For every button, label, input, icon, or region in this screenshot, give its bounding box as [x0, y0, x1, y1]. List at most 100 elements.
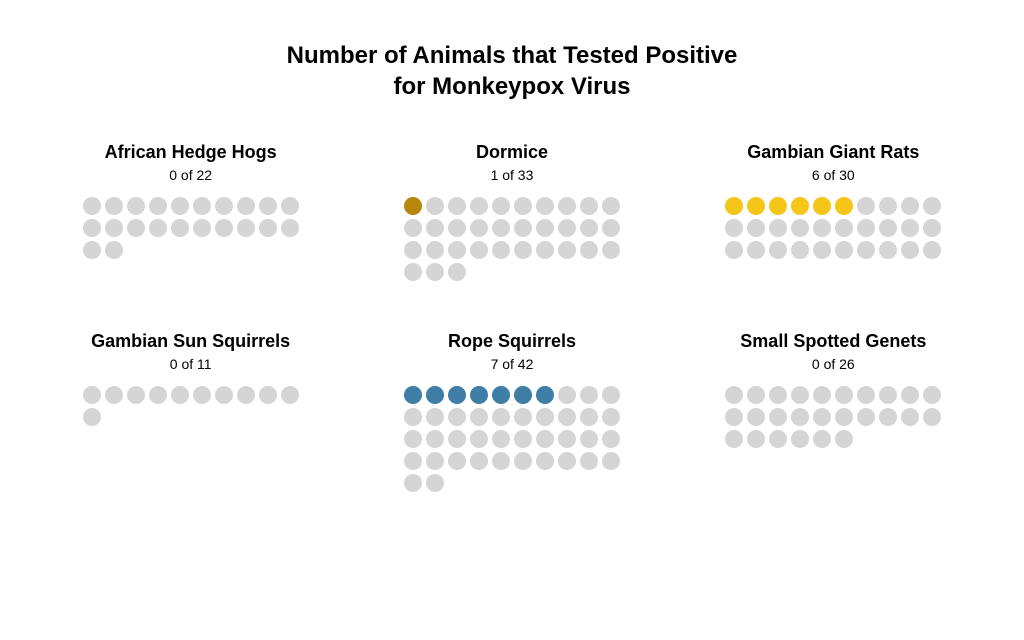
- dot-negative: [171, 197, 189, 215]
- dot-negative: [492, 430, 510, 448]
- dot-negative: [558, 452, 576, 470]
- dot-negative: [536, 408, 554, 426]
- dot-negative: [105, 219, 123, 237]
- dot-positive: [835, 197, 853, 215]
- dot-negative: [769, 219, 787, 237]
- dot-negative: [879, 408, 897, 426]
- dot-negative: [492, 241, 510, 259]
- dot-negative: [470, 408, 488, 426]
- dot-grid: [83, 386, 299, 426]
- dot-negative: [426, 263, 444, 281]
- dot-negative: [281, 197, 299, 215]
- panel: Small Spotted Genets0 of 26: [725, 331, 941, 492]
- panel-count: 0 of 26: [812, 356, 855, 372]
- dot-negative: [558, 197, 576, 215]
- dot-negative: [580, 430, 598, 448]
- panel: Gambian Giant Rats 6 of 30: [725, 142, 941, 281]
- dot-negative: [857, 219, 875, 237]
- panel-title: African Hedge Hogs: [105, 142, 277, 163]
- dot-negative: [237, 219, 255, 237]
- dot-positive: [514, 386, 532, 404]
- dot-negative: [558, 430, 576, 448]
- dot-negative: [514, 430, 532, 448]
- dot-negative: [725, 408, 743, 426]
- dot-negative: [448, 241, 466, 259]
- dot-positive: [725, 197, 743, 215]
- dot-negative: [83, 386, 101, 404]
- panel: Rope Squirrels7 of 42: [404, 331, 620, 492]
- dot-positive: [470, 386, 488, 404]
- dot-negative: [149, 386, 167, 404]
- dot-negative: [725, 219, 743, 237]
- dot-positive: [747, 197, 765, 215]
- panel-count: 6 of 30: [812, 167, 855, 183]
- dot-negative: [470, 241, 488, 259]
- dot-negative: [923, 219, 941, 237]
- dot-negative: [813, 219, 831, 237]
- panel-title: Gambian Giant Rats: [747, 142, 919, 163]
- dot-negative: [83, 241, 101, 259]
- dot-negative: [879, 219, 897, 237]
- panel-title: Rope Squirrels: [448, 331, 576, 352]
- dot-negative: [835, 430, 853, 448]
- dot-negative: [901, 219, 919, 237]
- dot-negative: [602, 386, 620, 404]
- dot-negative: [105, 241, 123, 259]
- dot-negative: [769, 430, 787, 448]
- dot-negative: [857, 241, 875, 259]
- dot-negative: [769, 386, 787, 404]
- dot-positive: [404, 197, 422, 215]
- dot-negative: [171, 219, 189, 237]
- dot-negative: [404, 474, 422, 492]
- dot-negative: [580, 452, 598, 470]
- dot-negative: [813, 408, 831, 426]
- dot-negative: [514, 241, 532, 259]
- dot-negative: [791, 241, 809, 259]
- dot-negative: [791, 386, 809, 404]
- dot-negative: [426, 430, 444, 448]
- dot-negative: [725, 386, 743, 404]
- dot-negative: [879, 386, 897, 404]
- panel-title: Dormice: [476, 142, 548, 163]
- dot-negative: [580, 197, 598, 215]
- dot-negative: [259, 386, 277, 404]
- panel-grid: African Hedge Hogs0 of 22Dormice1 of 33G…: [60, 142, 964, 492]
- dot-negative: [259, 197, 277, 215]
- dot-negative: [536, 430, 554, 448]
- dot-negative: [492, 408, 510, 426]
- dot-negative: [448, 430, 466, 448]
- dot-negative: [149, 219, 167, 237]
- dot-negative: [580, 219, 598, 237]
- dot-positive: [813, 197, 831, 215]
- dot-negative: [747, 430, 765, 448]
- dot-negative: [857, 386, 875, 404]
- dot-negative: [923, 386, 941, 404]
- dot-negative: [923, 241, 941, 259]
- dot-negative: [747, 386, 765, 404]
- panel: Dormice1 of 33: [404, 142, 620, 281]
- dot-negative: [747, 219, 765, 237]
- dot-negative: [237, 386, 255, 404]
- dot-negative: [492, 197, 510, 215]
- dot-negative: [769, 241, 787, 259]
- dot-negative: [193, 219, 211, 237]
- dot-negative: [558, 408, 576, 426]
- dot-negative: [404, 241, 422, 259]
- dot-negative: [725, 430, 743, 448]
- dot-positive: [426, 386, 444, 404]
- dot-negative: [149, 197, 167, 215]
- dot-negative: [879, 241, 897, 259]
- dot-negative: [813, 386, 831, 404]
- dot-negative: [470, 219, 488, 237]
- dot-negative: [404, 408, 422, 426]
- dot-grid: [83, 197, 299, 259]
- dot-negative: [426, 241, 444, 259]
- dot-negative: [193, 386, 211, 404]
- dot-negative: [580, 386, 598, 404]
- dot-grid: [404, 197, 620, 281]
- dot-negative: [901, 241, 919, 259]
- dot-negative: [83, 197, 101, 215]
- dot-positive: [492, 386, 510, 404]
- dot-positive: [536, 386, 554, 404]
- dot-negative: [259, 219, 277, 237]
